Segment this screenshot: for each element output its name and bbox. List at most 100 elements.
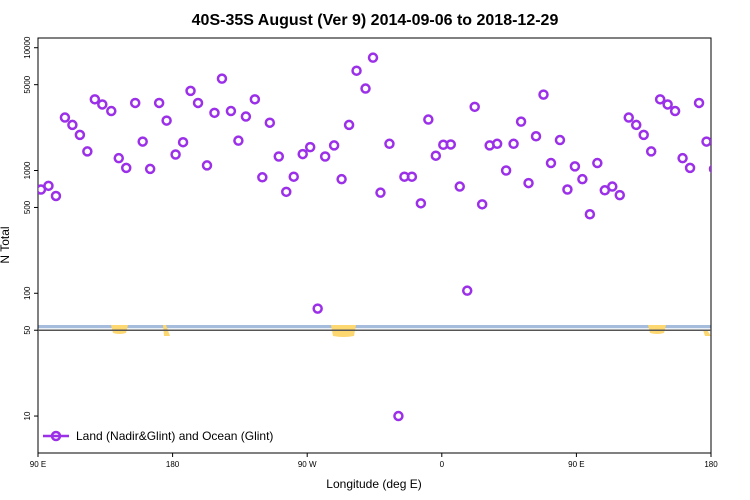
data-point: [288, 171, 299, 182]
x-tick-label: 90 E: [30, 460, 46, 469]
data-point: [538, 89, 549, 100]
data-point: [508, 138, 519, 150]
data-point: [360, 83, 371, 94]
x-tick-label: 180: [704, 460, 718, 469]
x-tick-label: 90 E: [568, 460, 584, 469]
data-point: [491, 138, 503, 150]
data-point: [201, 160, 213, 171]
data-point: [264, 117, 276, 128]
data-point: [367, 52, 379, 63]
y-tick-label: 50: [23, 325, 32, 334]
x-axis-label: Longitude (deg E): [326, 477, 421, 491]
data-point: [312, 303, 323, 314]
data-point: [562, 184, 573, 195]
data-point: [209, 107, 220, 119]
data-point: [530, 131, 542, 142]
y-tick-label: 1000: [23, 161, 32, 179]
data-point: [645, 146, 657, 157]
data-point: [719, 99, 727, 107]
data-point: [523, 177, 534, 189]
y-tick-label: 500: [23, 200, 32, 214]
data-point: [281, 186, 292, 198]
data-point: [216, 73, 228, 84]
data-point: [445, 139, 457, 150]
data-point: [343, 119, 355, 131]
data-point: [89, 94, 101, 105]
data-point: [304, 141, 316, 153]
data-point: [500, 165, 512, 176]
data-point: [185, 85, 196, 97]
data-point: [257, 172, 268, 183]
data-point: [336, 173, 347, 185]
y-tick-label: 10000: [23, 36, 32, 59]
data-point: [638, 129, 649, 141]
data-point: [43, 180, 54, 192]
data-point: [319, 151, 331, 162]
data-point: [74, 129, 86, 141]
data-point: [384, 138, 395, 150]
data-point: [693, 97, 705, 109]
data-point: [113, 152, 125, 164]
data-point: [50, 190, 62, 202]
land-ocean-band: [38, 325, 711, 337]
data-point: [623, 112, 634, 123]
data-point: [654, 94, 666, 105]
data-point: [249, 94, 261, 105]
data-point: [469, 101, 480, 113]
data-point: [97, 99, 108, 110]
data-point: [67, 119, 78, 131]
data-point: [297, 148, 308, 160]
y-tick-label: 10: [23, 411, 32, 420]
x-tick-label: 90 W: [298, 460, 317, 469]
data-point: [708, 164, 711, 174]
data-point: [577, 173, 588, 185]
x-tick-label: 180: [166, 460, 180, 469]
legend: Land (Nadir&Glint) and Ocean (Glint): [43, 429, 273, 443]
data-point: [273, 151, 285, 162]
data-point: [161, 115, 172, 126]
data-point: [233, 135, 244, 146]
data-point: [607, 181, 618, 192]
data-point: [630, 119, 642, 131]
data-points: [38, 52, 742, 422]
axes: 90 E 180 90 W 0 90 E 180 10 50 100 500 1000 5000 100…: [23, 36, 718, 469]
data-point: [144, 163, 156, 175]
data-point: [393, 410, 404, 422]
chart-title: 40S-35S August (Ver 9) 2014-09-06 to 201…: [192, 12, 559, 29]
data-point: [684, 162, 696, 174]
data-point: [415, 198, 427, 209]
data-point: [734, 150, 742, 158]
data-point: [240, 111, 252, 122]
land-mass: [703, 330, 711, 336]
data-point: [584, 209, 596, 220]
data-point: [129, 97, 141, 109]
y-tick-label: 100: [23, 286, 32, 300]
data-point: [701, 136, 711, 147]
data-point: [662, 99, 673, 110]
data-point: [82, 146, 93, 157]
data-point: [375, 187, 386, 198]
data-point: [120, 162, 132, 174]
data-point: [351, 65, 362, 76]
legend-label: Land (Nadir&Glint) and Ocean (Glint): [76, 429, 273, 443]
data-point: [106, 105, 117, 117]
legend-marker: [50, 430, 62, 442]
data-point: [192, 97, 204, 109]
data-point: [328, 140, 340, 151]
data-point: [59, 112, 71, 123]
data-point: [592, 157, 603, 169]
data-point: [454, 181, 465, 192]
x-tick-label: 0: [440, 460, 445, 469]
data-point: [545, 157, 557, 169]
data-point: [177, 136, 189, 148]
data-point: [170, 149, 181, 160]
data-point: [153, 97, 165, 109]
data-point: [554, 134, 566, 146]
data-point: [515, 116, 527, 127]
y-axis-label: N Total: [0, 226, 12, 263]
data-point: [669, 105, 681, 117]
data-point: [225, 105, 237, 117]
plot-frame: [37, 37, 712, 454]
data-point: [423, 114, 434, 125]
